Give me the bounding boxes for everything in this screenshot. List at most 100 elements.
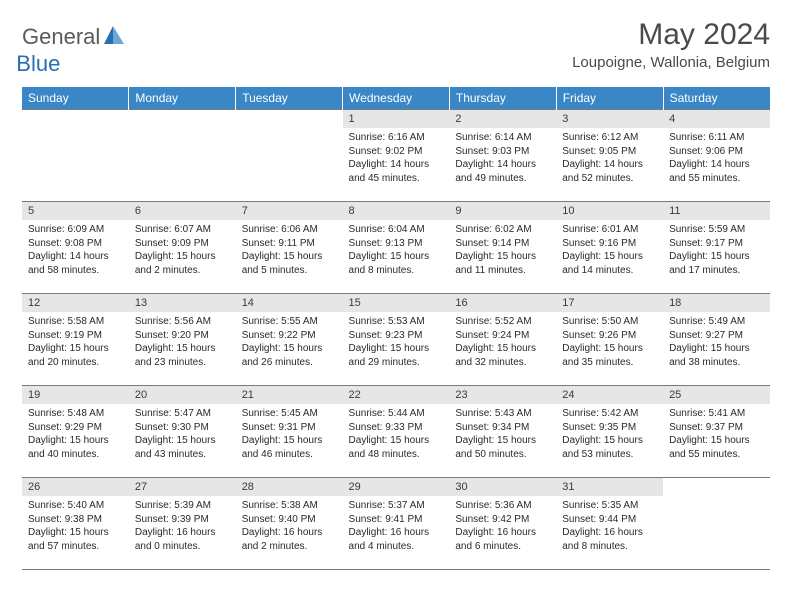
sunrise-text: Sunrise: 6:06 AM bbox=[242, 223, 337, 237]
cell-detail: Sunrise: 5:47 AMSunset: 9:30 PMDaylight:… bbox=[129, 404, 236, 465]
sunset-text: Sunset: 9:03 PM bbox=[455, 145, 550, 159]
cell-detail: Sunrise: 5:45 AMSunset: 9:31 PMDaylight:… bbox=[236, 404, 343, 465]
date-number: 2 bbox=[449, 110, 556, 128]
sunrise-text: Sunrise: 6:12 AM bbox=[562, 131, 657, 145]
cell-detail: Sunrise: 5:49 AMSunset: 9:27 PMDaylight:… bbox=[663, 312, 770, 373]
calendar-cell: 15Sunrise: 5:53 AMSunset: 9:23 PMDayligh… bbox=[343, 294, 450, 386]
sunset-text: Sunset: 9:42 PM bbox=[455, 513, 550, 527]
daylight-text-1: Daylight: 15 hours bbox=[28, 342, 123, 356]
sunrise-text: Sunrise: 5:55 AM bbox=[242, 315, 337, 329]
sunset-text: Sunset: 9:17 PM bbox=[669, 237, 764, 251]
sunset-text: Sunset: 9:38 PM bbox=[28, 513, 123, 527]
calendar-row: 26Sunrise: 5:40 AMSunset: 9:38 PMDayligh… bbox=[22, 478, 770, 570]
calendar-cell: 13Sunrise: 5:56 AMSunset: 9:20 PMDayligh… bbox=[129, 294, 236, 386]
cell-detail: Sunrise: 5:56 AMSunset: 9:20 PMDaylight:… bbox=[129, 312, 236, 373]
daylight-text-1: Daylight: 15 hours bbox=[242, 342, 337, 356]
date-number: 26 bbox=[22, 478, 129, 496]
date-number: 24 bbox=[556, 386, 663, 404]
date-number: 21 bbox=[236, 386, 343, 404]
cell-detail: Sunrise: 5:48 AMSunset: 9:29 PMDaylight:… bbox=[22, 404, 129, 465]
weekday-header: Saturday bbox=[663, 87, 770, 110]
calendar-cell: .. bbox=[22, 110, 129, 202]
sunset-text: Sunset: 9:33 PM bbox=[349, 421, 444, 435]
daylight-text-1: Daylight: 15 hours bbox=[28, 526, 123, 540]
daylight-text-1: Daylight: 16 hours bbox=[242, 526, 337, 540]
calendar-cell: 14Sunrise: 5:55 AMSunset: 9:22 PMDayligh… bbox=[236, 294, 343, 386]
cell-detail: Sunrise: 5:53 AMSunset: 9:23 PMDaylight:… bbox=[343, 312, 450, 373]
daylight-text-2: and 46 minutes. bbox=[242, 448, 337, 462]
date-number: 29 bbox=[343, 478, 450, 496]
weekday-header: Thursday bbox=[449, 87, 556, 110]
cell-detail: Sunrise: 5:37 AMSunset: 9:41 PMDaylight:… bbox=[343, 496, 450, 557]
calendar-cell: 9Sunrise: 6:02 AMSunset: 9:14 PMDaylight… bbox=[449, 202, 556, 294]
location-text: Loupoigne, Wallonia, Belgium bbox=[572, 54, 770, 71]
cell-detail: Sunrise: 5:41 AMSunset: 9:37 PMDaylight:… bbox=[663, 404, 770, 465]
daylight-text-1: Daylight: 15 hours bbox=[669, 342, 764, 356]
daylight-text-2: and 4 minutes. bbox=[349, 540, 444, 554]
calendar-cell: 27Sunrise: 5:39 AMSunset: 9:39 PMDayligh… bbox=[129, 478, 236, 570]
sunrise-text: Sunrise: 5:36 AM bbox=[455, 499, 550, 513]
cell-detail: Sunrise: 6:02 AMSunset: 9:14 PMDaylight:… bbox=[449, 220, 556, 281]
calendar-body: ......1Sunrise: 6:16 AMSunset: 9:02 PMDa… bbox=[22, 110, 770, 570]
sunrise-text: Sunrise: 5:43 AM bbox=[455, 407, 550, 421]
sunrise-text: Sunrise: 5:41 AM bbox=[669, 407, 764, 421]
calendar-row: 5Sunrise: 6:09 AMSunset: 9:08 PMDaylight… bbox=[22, 202, 770, 294]
daylight-text-2: and 20 minutes. bbox=[28, 356, 123, 370]
daylight-text-2: and 57 minutes. bbox=[28, 540, 123, 554]
daylight-text-1: Daylight: 15 hours bbox=[455, 250, 550, 264]
date-number: 13 bbox=[129, 294, 236, 312]
daylight-text-2: and 5 minutes. bbox=[242, 264, 337, 278]
sunrise-text: Sunrise: 6:02 AM bbox=[455, 223, 550, 237]
date-number: 31 bbox=[556, 478, 663, 496]
brand-triangle-icon bbox=[104, 26, 126, 49]
weekday-header: Tuesday bbox=[236, 87, 343, 110]
sunrise-text: Sunrise: 5:47 AM bbox=[135, 407, 230, 421]
daylight-text-1: Daylight: 15 hours bbox=[349, 434, 444, 448]
sunrise-text: Sunrise: 5:52 AM bbox=[455, 315, 550, 329]
daylight-text-2: and 26 minutes. bbox=[242, 356, 337, 370]
daylight-text-1: Daylight: 15 hours bbox=[135, 434, 230, 448]
cell-detail: Sunrise: 6:14 AMSunset: 9:03 PMDaylight:… bbox=[449, 128, 556, 189]
cell-detail: Sunrise: 5:59 AMSunset: 9:17 PMDaylight:… bbox=[663, 220, 770, 281]
cell-detail: Sunrise: 6:16 AMSunset: 9:02 PMDaylight:… bbox=[343, 128, 450, 189]
daylight-text-2: and 55 minutes. bbox=[669, 172, 764, 186]
cell-detail: Sunrise: 5:40 AMSunset: 9:38 PMDaylight:… bbox=[22, 496, 129, 557]
calendar-weekday-row: SundayMondayTuesdayWednesdayThursdayFrid… bbox=[22, 87, 770, 110]
weekday-header: Sunday bbox=[22, 87, 129, 110]
sunset-text: Sunset: 9:06 PM bbox=[669, 145, 764, 159]
brand-logo: General bbox=[22, 24, 128, 50]
date-number: 7 bbox=[236, 202, 343, 220]
cell-detail: Sunrise: 6:06 AMSunset: 9:11 PMDaylight:… bbox=[236, 220, 343, 281]
daylight-text-2: and 23 minutes. bbox=[135, 356, 230, 370]
daylight-text-2: and 53 minutes. bbox=[562, 448, 657, 462]
month-title: May 2024 bbox=[572, 18, 770, 52]
cell-detail: Sunrise: 5:55 AMSunset: 9:22 PMDaylight:… bbox=[236, 312, 343, 373]
daylight-text-1: Daylight: 15 hours bbox=[349, 250, 444, 264]
daylight-text-2: and 11 minutes. bbox=[455, 264, 550, 278]
daylight-text-1: Daylight: 15 hours bbox=[455, 434, 550, 448]
sunset-text: Sunset: 9:29 PM bbox=[28, 421, 123, 435]
sunset-text: Sunset: 9:30 PM bbox=[135, 421, 230, 435]
cell-detail: Sunrise: 5:50 AMSunset: 9:26 PMDaylight:… bbox=[556, 312, 663, 373]
sunset-text: Sunset: 9:24 PM bbox=[455, 329, 550, 343]
cell-detail: Sunrise: 5:35 AMSunset: 9:44 PMDaylight:… bbox=[556, 496, 663, 557]
daylight-text-2: and 0 minutes. bbox=[135, 540, 230, 554]
sunset-text: Sunset: 9:16 PM bbox=[562, 237, 657, 251]
date-number: 4 bbox=[663, 110, 770, 128]
sunrise-text: Sunrise: 5:38 AM bbox=[242, 499, 337, 513]
sunset-text: Sunset: 9:09 PM bbox=[135, 237, 230, 251]
sunrise-text: Sunrise: 6:14 AM bbox=[455, 131, 550, 145]
daylight-text-2: and 8 minutes. bbox=[349, 264, 444, 278]
calendar-cell: 10Sunrise: 6:01 AMSunset: 9:16 PMDayligh… bbox=[556, 202, 663, 294]
sunset-text: Sunset: 9:20 PM bbox=[135, 329, 230, 343]
sunset-text: Sunset: 9:44 PM bbox=[562, 513, 657, 527]
daylight-text-1: Daylight: 14 hours bbox=[28, 250, 123, 264]
sunset-text: Sunset: 9:37 PM bbox=[669, 421, 764, 435]
sunrise-text: Sunrise: 5:44 AM bbox=[349, 407, 444, 421]
daylight-text-2: and 8 minutes. bbox=[562, 540, 657, 554]
date-number: 1 bbox=[343, 110, 450, 128]
sunrise-text: Sunrise: 5:35 AM bbox=[562, 499, 657, 513]
date-number: 16 bbox=[449, 294, 556, 312]
daylight-text-1: Daylight: 14 hours bbox=[349, 158, 444, 172]
calendar-cell: 18Sunrise: 5:49 AMSunset: 9:27 PMDayligh… bbox=[663, 294, 770, 386]
